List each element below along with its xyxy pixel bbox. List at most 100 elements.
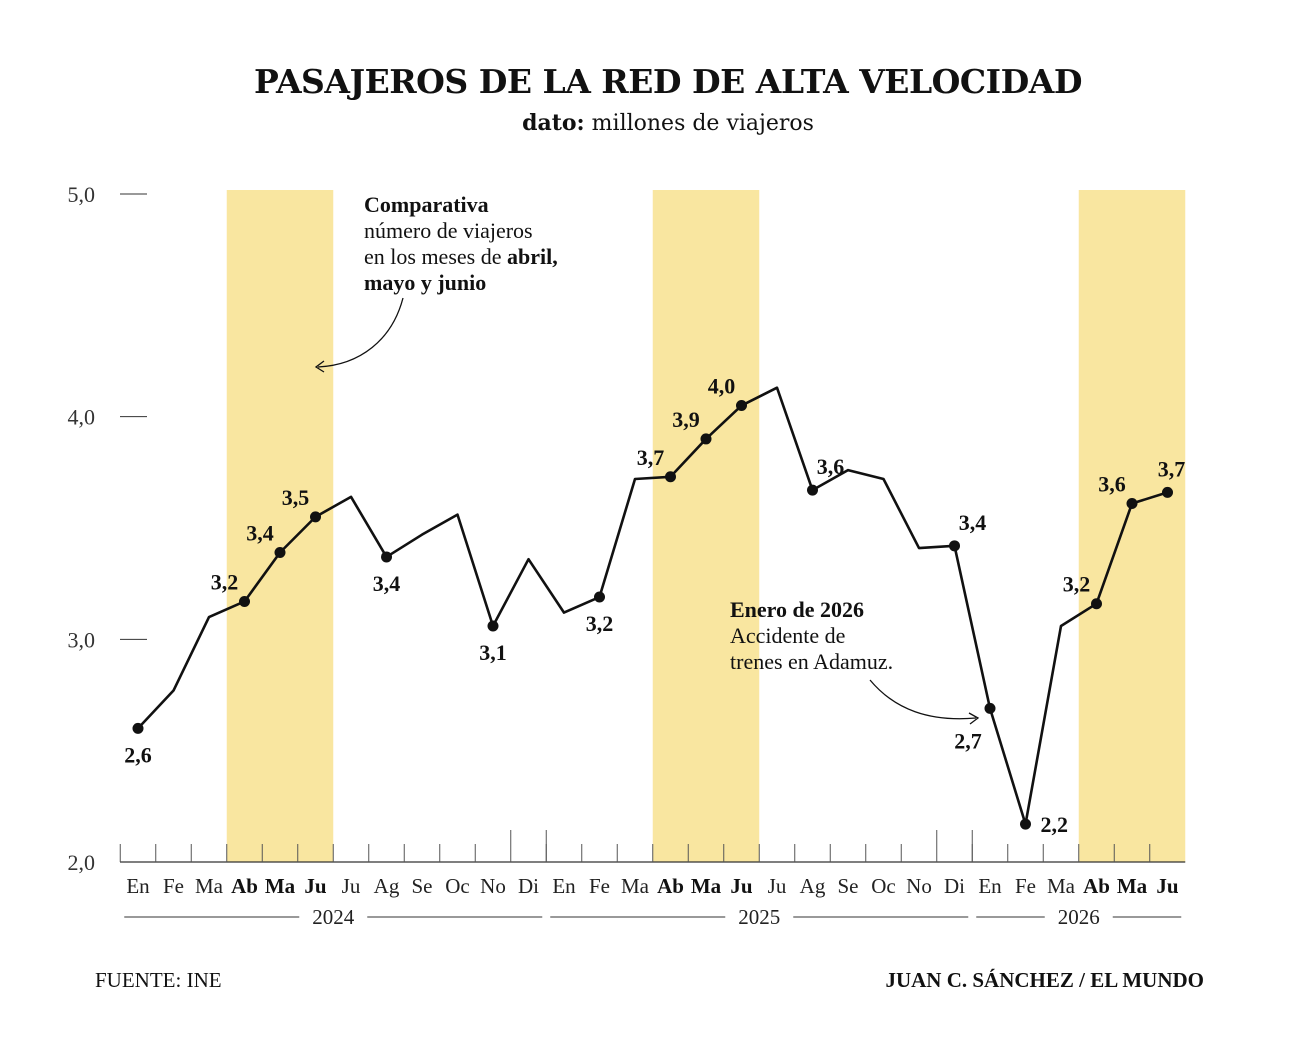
annotation-comparativa-line1: número de viajeros <box>364 218 533 243</box>
x-axis: En Fe Ma Ab Ma Ju Ju Ag Se Oc No Di En Fe Ma Ab Ma Ju Ju Ag… <box>119 830 1186 898</box>
x-tick-label: Ab <box>1083 874 1110 898</box>
subtitle-label: dato: <box>522 110 585 136</box>
highlight-band-2 <box>1078 190 1186 862</box>
x-tick-label: Ju <box>304 874 327 898</box>
x-tick-label: Ma <box>195 874 224 898</box>
highlight-band-0 <box>226 190 334 862</box>
year-label-2025: 2025 <box>738 905 780 929</box>
data-point <box>594 591 605 603</box>
x-tick-label: No <box>480 874 506 898</box>
x-tick-label: En <box>978 874 1002 898</box>
annotation-accidente-arrow <box>869 679 977 720</box>
highlight-bands <box>226 190 1186 862</box>
x-tick-label: Oc <box>871 874 896 898</box>
x-tick-label: Di <box>944 874 965 898</box>
source-note: FUENTE: INE <box>95 968 222 992</box>
annotation-accidente-line2: trenes en Adamuz. <box>730 649 893 674</box>
data-label: 3,4 <box>246 520 274 545</box>
annotation-comparativa-line3: mayo y junio <box>364 270 486 295</box>
data-label: 2,6 <box>124 742 152 767</box>
data-label: 4,0 <box>708 374 736 399</box>
x-tick-label: Ab <box>231 874 258 898</box>
x-tick-label: Di <box>518 874 539 898</box>
data-point <box>700 433 712 445</box>
x-tick-label: Ju <box>342 874 361 898</box>
data-line <box>137 386 1168 826</box>
annotation-comparativa-line2: en los meses de abril, <box>364 244 558 269</box>
annotation-comparativa-title: Comparativa <box>364 192 489 217</box>
y-tick-label: 5,0 <box>68 182 96 207</box>
x-tick-label: Ab <box>657 874 684 898</box>
annotation-accidente-line1: Accidente de <box>730 623 845 648</box>
y-tick-label: 4,0 <box>68 405 96 430</box>
chart-subtitle: dato: millones de viajeros <box>0 110 1292 136</box>
x-tick-label: Ma <box>691 874 722 898</box>
y-axis: 2,0 3,0 4,0 5,0 <box>68 182 147 875</box>
data-label: 3,2 <box>586 611 614 636</box>
x-tick-label: Ma <box>621 874 650 898</box>
x-tick-label: Ma <box>1117 874 1148 898</box>
credit-note: JUAN C. SÁNCHEZ / EL MUNDO <box>885 968 1204 992</box>
data-label: 3,6 <box>817 454 845 479</box>
annotation-comparativa-line2a: en los meses de <box>364 244 507 269</box>
year-label-2024: 2024 <box>312 905 355 929</box>
x-tick-label: En <box>552 874 576 898</box>
annotation-accidente-arrowhead <box>968 712 980 725</box>
x-tick-label: Oc <box>445 874 470 898</box>
data-point <box>984 702 996 714</box>
x-tick-label: No <box>906 874 932 898</box>
data-point <box>239 595 250 607</box>
data-point <box>1162 486 1173 498</box>
annotation-comparativa-line2b: abril, <box>507 244 558 269</box>
data-point <box>310 511 321 523</box>
data-point <box>274 546 286 558</box>
x-tick-label: Ma <box>265 874 296 898</box>
annotation-comparativa-arrow <box>317 297 404 368</box>
year-label-2026: 2026 <box>1058 905 1100 929</box>
annotation-comparativa-arrowhead <box>314 360 325 373</box>
x-tick-label: Ju <box>730 874 753 898</box>
data-label: 3,1 <box>479 640 507 665</box>
x-tick-label: Ju <box>768 874 787 898</box>
chart-title: PASAJEROS DE LA RED DE ALTA VELOCIDAD <box>254 62 1082 101</box>
y-tick-label: 2,0 <box>68 850 96 875</box>
data-point <box>736 400 747 412</box>
data-point <box>807 484 818 496</box>
y-tick-label: 3,0 <box>68 627 96 652</box>
annotation-comparativa: Comparativa número de viajeros en los me… <box>314 192 558 373</box>
x-tick-label: Ag <box>800 874 826 898</box>
year-axis: 2024 2025 2026 <box>124 905 1182 929</box>
x-tick-label: Ma <box>1047 874 1076 898</box>
data-label: 3,9 <box>672 407 700 432</box>
data-markers: 2,6 3,2 3,4 3,5 3,4 3,1 3,2 3,7 3,9 4,0 3,6 3,4 2,7 2… <box>124 374 1185 838</box>
subtitle-text: millones de viajeros <box>584 111 814 136</box>
annotation-accidente-title: Enero de 2026 <box>730 597 864 622</box>
annotation-accidente: Enero de 2026 Accidente de trenes en Ada… <box>730 597 980 725</box>
data-point <box>1091 598 1102 610</box>
data-label: 3,4 <box>373 571 401 596</box>
data-label: 3,5 <box>282 485 310 510</box>
data-label: 2,2 <box>1041 812 1069 837</box>
data-point <box>487 620 499 632</box>
x-tick-label: Fe <box>589 874 610 898</box>
x-tick-label: Fe <box>1015 874 1036 898</box>
x-tick-label: Se <box>838 874 859 898</box>
data-point <box>1126 498 1138 510</box>
data-point <box>665 471 676 483</box>
data-point <box>1020 818 1031 830</box>
data-point <box>132 722 144 734</box>
data-label: 3,6 <box>1098 472 1126 497</box>
x-tick-label: Ag <box>374 874 400 898</box>
data-label: 3,7 <box>637 445 665 470</box>
data-label: 2,7 <box>954 728 982 753</box>
x-tick-label: Fe <box>163 874 184 898</box>
x-tick-label: Ju <box>1156 874 1179 898</box>
series-line <box>137 386 1168 826</box>
data-label: 3,4 <box>959 510 987 535</box>
highlight-band-1 <box>652 190 760 862</box>
data-label: 3,7 <box>1158 456 1186 481</box>
data-label: 3,2 <box>211 569 239 594</box>
data-point <box>949 540 960 552</box>
x-tick-label: Se <box>412 874 433 898</box>
